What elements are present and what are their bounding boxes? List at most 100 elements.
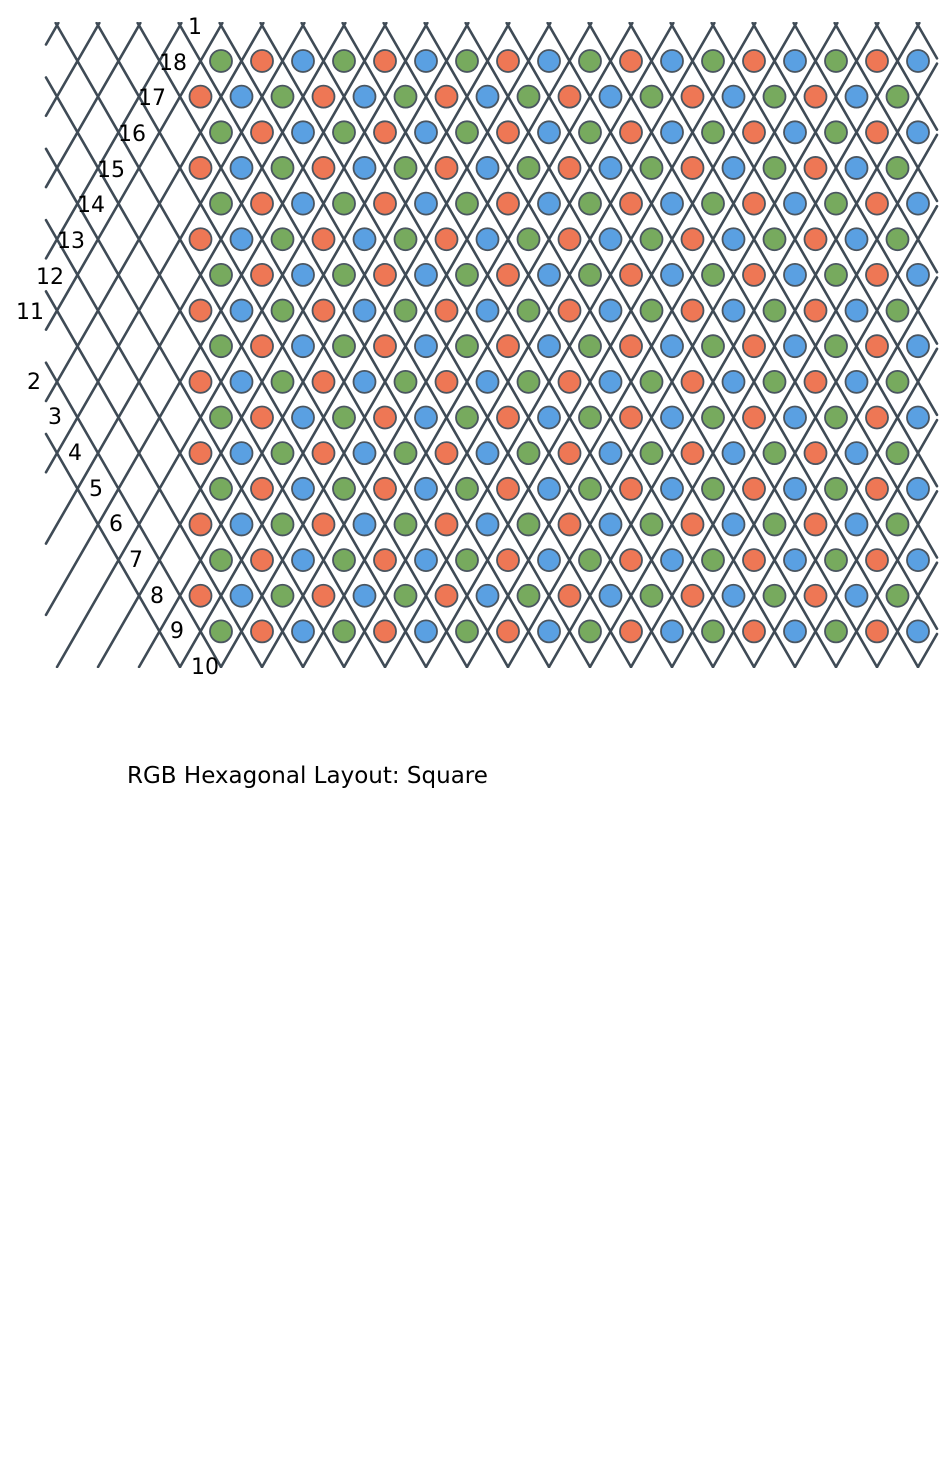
red-subpixel-node bbox=[373, 49, 397, 73]
green-subpixel-node bbox=[455, 262, 479, 287]
green-subpixel-node bbox=[578, 405, 602, 430]
blue-subpixel-node bbox=[906, 619, 930, 644]
red-subpixel-node bbox=[373, 120, 397, 145]
green-subpixel-node bbox=[270, 84, 295, 109]
blue-subpixel-node bbox=[537, 619, 561, 644]
red-subpixel-node bbox=[250, 619, 274, 644]
ascending-lattice-line bbox=[383, 21, 757, 669]
ascending-lattice-line bbox=[44, 21, 388, 617]
blue-subpixel-node bbox=[537, 49, 561, 73]
green-subpixel-node bbox=[578, 619, 602, 644]
green-subpixel-node bbox=[885, 369, 910, 394]
red-subpixel-node bbox=[311, 298, 336, 323]
lattice-nodes bbox=[188, 49, 930, 644]
blue-subpixel-node bbox=[352, 227, 377, 252]
blue-subpixel-node bbox=[229, 512, 254, 537]
red-subpixel-node bbox=[865, 548, 889, 572]
blue-subpixel-node bbox=[783, 548, 807, 572]
red-subpixel-node bbox=[619, 334, 643, 359]
green-subpixel-node bbox=[270, 369, 295, 394]
red-subpixel-node bbox=[557, 84, 582, 109]
red-subpixel-node bbox=[865, 476, 889, 501]
blue-subpixel-node bbox=[906, 476, 930, 501]
descending-lattice-line bbox=[751, 21, 939, 345]
ascending-lattice-line bbox=[916, 632, 939, 669]
blue-subpixel-node bbox=[906, 120, 930, 145]
lattice-mask-right bbox=[939, 0, 951, 720]
red-subpixel-node bbox=[803, 583, 828, 608]
green-subpixel-node bbox=[332, 619, 356, 644]
ascending-lattice-line bbox=[834, 490, 939, 669]
green-subpixel-node bbox=[701, 548, 725, 572]
green-subpixel-node bbox=[209, 476, 233, 501]
red-subpixel-node bbox=[619, 548, 643, 572]
blue-subpixel-node bbox=[844, 512, 869, 537]
blue-subpixel-node bbox=[660, 405, 684, 430]
red-subpixel-node bbox=[619, 49, 643, 73]
descending-lattice-line bbox=[44, 147, 346, 669]
ascending-line-label: 7 bbox=[129, 548, 143, 573]
red-subpixel-node bbox=[619, 619, 643, 644]
descending-line-label: 16 bbox=[118, 122, 146, 147]
red-subpixel-node bbox=[742, 548, 766, 572]
green-subpixel-node bbox=[701, 262, 725, 287]
blue-subpixel-node bbox=[844, 156, 869, 180]
red-subpixel-node bbox=[742, 476, 766, 501]
blue-subpixel-node bbox=[906, 405, 930, 430]
green-subpixel-node bbox=[762, 512, 787, 537]
red-subpixel-node bbox=[496, 548, 520, 572]
blue-subpixel-node bbox=[475, 156, 500, 180]
descending-lattice-line bbox=[44, 361, 223, 669]
blue-subpixel-node bbox=[414, 619, 438, 644]
blue-subpixel-node bbox=[660, 334, 684, 359]
green-subpixel-node bbox=[824, 120, 848, 145]
green-subpixel-node bbox=[885, 512, 910, 537]
blue-subpixel-node bbox=[906, 191, 930, 216]
blue-subpixel-node bbox=[291, 548, 315, 572]
red-subpixel-node bbox=[496, 334, 520, 359]
red-subpixel-node bbox=[742, 262, 766, 287]
blue-subpixel-node bbox=[475, 369, 500, 394]
red-subpixel-node bbox=[865, 262, 889, 287]
lattice-mask-bottomband bbox=[0, 668, 951, 720]
green-subpixel-node bbox=[824, 548, 848, 572]
descending-line-label: 15 bbox=[97, 158, 125, 183]
lattice-mask-topband bbox=[0, 0, 951, 22]
green-subpixel-node bbox=[824, 191, 848, 216]
red-subpixel-node bbox=[742, 405, 766, 430]
green-subpixel-node bbox=[762, 227, 787, 252]
blue-subpixel-node bbox=[660, 191, 684, 216]
descending-line-label: 11 bbox=[16, 300, 44, 325]
red-subpixel-node bbox=[865, 405, 889, 430]
green-subpixel-node bbox=[762, 583, 787, 608]
green-subpixel-node bbox=[393, 441, 418, 466]
blue-subpixel-node bbox=[721, 156, 746, 180]
blue-subpixel-node bbox=[537, 120, 561, 145]
blue-subpixel-node bbox=[783, 120, 807, 145]
blue-subpixel-node bbox=[598, 583, 623, 608]
red-subpixel-node bbox=[619, 476, 643, 501]
ascending-lattice-line bbox=[44, 21, 347, 545]
blue-subpixel-node bbox=[414, 120, 438, 145]
red-subpixel-node bbox=[311, 84, 336, 109]
green-subpixel-node bbox=[639, 227, 664, 252]
red-subpixel-node bbox=[803, 84, 828, 109]
green-subpixel-node bbox=[516, 583, 541, 608]
descending-line-label: 12 bbox=[36, 265, 64, 290]
blue-subpixel-node bbox=[475, 227, 500, 252]
green-subpixel-node bbox=[455, 334, 479, 359]
green-subpixel-node bbox=[455, 120, 479, 145]
green-subpixel-node bbox=[701, 49, 725, 73]
blue-subpixel-node bbox=[721, 583, 746, 608]
blue-subpixel-node bbox=[598, 227, 623, 252]
blue-subpixel-node bbox=[475, 583, 500, 608]
ascending-lattice-line bbox=[44, 21, 265, 403]
ascending-lattice-line bbox=[424, 21, 798, 669]
red-subpixel-node bbox=[619, 191, 643, 216]
red-subpixel-node bbox=[865, 619, 889, 644]
blue-subpixel-node bbox=[660, 49, 684, 73]
red-subpixel-node bbox=[557, 441, 582, 466]
red-subpixel-node bbox=[434, 298, 459, 323]
green-subpixel-node bbox=[455, 476, 479, 501]
